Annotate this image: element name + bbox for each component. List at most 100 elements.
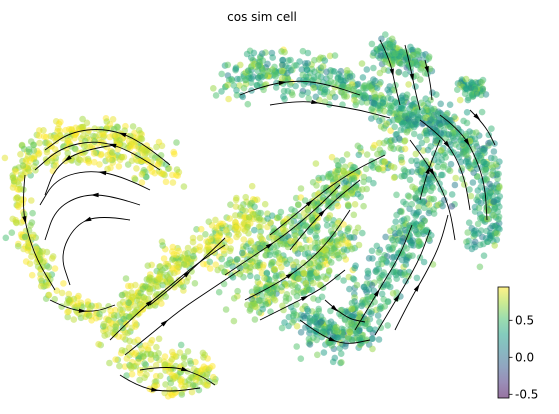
cell-point [79, 115, 86, 123]
cell-point [212, 216, 219, 224]
cell-point [157, 372, 164, 380]
cell-point [271, 266, 279, 273]
cell-point [344, 202, 352, 209]
cell-point [355, 241, 363, 249]
streamline [424, 59, 433, 101]
cell-point [28, 197, 35, 204]
cell-point [403, 91, 411, 98]
cell-point [58, 289, 66, 297]
cell-point [377, 52, 385, 59]
cell-point [312, 93, 320, 101]
streamline-arrowhead [428, 168, 435, 177]
cell-point [162, 381, 169, 388]
cell-point [123, 372, 130, 379]
cell-point [152, 362, 160, 369]
cell-point [273, 285, 281, 293]
cell-point [175, 247, 182, 255]
streamline-arrowhead [278, 80, 287, 86]
cell-point [364, 320, 371, 328]
cell-point [328, 249, 335, 257]
cell-point [352, 328, 360, 336]
cell-point [129, 294, 137, 301]
streamline [354, 224, 413, 331]
cell-point [282, 294, 290, 301]
cell-point [334, 166, 342, 174]
cell-point [138, 179, 146, 186]
cell-point [406, 193, 413, 200]
cell-point [487, 224, 494, 232]
cell-point [38, 277, 45, 285]
cell-point [246, 256, 254, 264]
cell-point [353, 98, 360, 106]
cell-point [178, 378, 185, 386]
cell-point [226, 215, 233, 222]
cell-point [242, 76, 249, 84]
cell-point [28, 219, 36, 226]
cell-point [154, 161, 162, 169]
cell-point [230, 317, 238, 325]
cell-point [203, 246, 210, 254]
streamline-arrowhead [373, 288, 380, 297]
cell-point [132, 323, 139, 330]
cell-point [415, 238, 423, 245]
cell-point [190, 252, 197, 260]
cell-point [475, 204, 483, 212]
cell-point [155, 138, 163, 146]
cell-point [486, 180, 493, 188]
cell-point [144, 262, 152, 270]
cell-point [368, 162, 375, 169]
cell-point [471, 238, 479, 246]
cell-point [53, 287, 61, 295]
cell-point [368, 40, 376, 48]
cell-point [390, 174, 398, 181]
cell-point [294, 250, 302, 257]
cell-point [397, 126, 405, 134]
cell-point [65, 290, 73, 298]
cell-point [105, 155, 113, 163]
cell-point [204, 381, 211, 388]
cell-point [368, 115, 375, 122]
cell-point [348, 305, 355, 313]
cell-point [335, 254, 343, 262]
cell-point [310, 74, 318, 81]
cell-point [451, 113, 458, 121]
cell-point [233, 87, 240, 94]
cell-point [305, 95, 313, 102]
cell-point [131, 338, 138, 346]
streamline [124, 269, 241, 356]
cell-point [159, 242, 166, 249]
cell-point [411, 100, 418, 107]
cell-point [127, 362, 134, 370]
cell-point [141, 374, 148, 382]
cell-point [189, 238, 197, 246]
cell-point [395, 145, 403, 152]
cell-point [304, 206, 311, 213]
cell-point [291, 207, 299, 215]
cell-point [421, 204, 428, 212]
cell-point [382, 31, 389, 38]
cell-point [384, 86, 392, 93]
cell-point [377, 79, 384, 86]
cell-point [344, 239, 352, 247]
cell-point [295, 275, 303, 283]
cell-point [154, 276, 162, 283]
cell-point [261, 274, 268, 282]
cell-point [52, 137, 60, 145]
cell-point [388, 102, 395, 109]
cell-point [64, 313, 71, 321]
cell-point [448, 203, 456, 210]
cell-point [63, 299, 71, 307]
cell-point [409, 51, 417, 59]
cell-point [337, 230, 344, 237]
cell-point [151, 169, 159, 177]
cell-point [147, 356, 155, 363]
cell-point [227, 201, 234, 208]
cell-point [362, 165, 370, 173]
cell-point [472, 140, 480, 147]
cell-point [439, 171, 446, 179]
cell-point [224, 235, 231, 242]
cell-point [482, 91, 490, 98]
cell-point [395, 237, 402, 244]
cell-point [319, 194, 327, 201]
cell-point [331, 223, 339, 230]
